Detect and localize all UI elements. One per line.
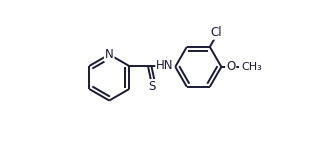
Text: Cl: Cl bbox=[210, 26, 222, 39]
Text: N: N bbox=[105, 48, 114, 61]
Text: O: O bbox=[226, 60, 235, 73]
Text: HN: HN bbox=[156, 60, 174, 73]
Text: S: S bbox=[149, 80, 156, 93]
Text: CH₃: CH₃ bbox=[242, 62, 262, 72]
